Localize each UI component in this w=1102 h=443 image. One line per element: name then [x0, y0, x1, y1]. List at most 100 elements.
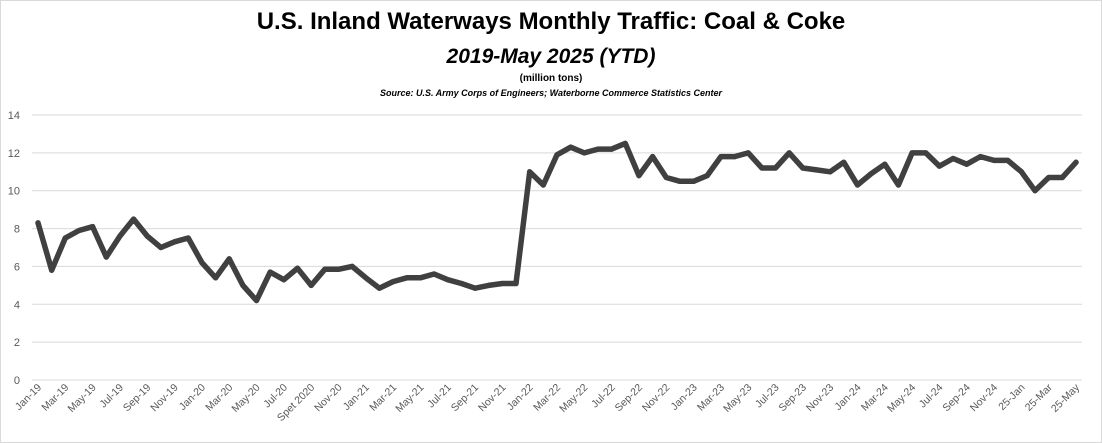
x-tick-label: Jan-23 — [669, 382, 700, 413]
data-point — [868, 171, 874, 177]
y-tick-label: 12 — [8, 148, 20, 160]
data-point — [131, 216, 137, 222]
data-point — [513, 280, 519, 287]
x-tick-label: Jan-24 — [832, 382, 863, 413]
y-axis-ticks: 0 2 4 6 8 10 12 14 — [8, 110, 20, 387]
x-tick-label: Jan-22 — [505, 382, 536, 413]
gridlines — [32, 114, 1082, 343]
y-tick-label: 0 — [14, 375, 20, 387]
data-point — [472, 285, 478, 291]
x-tick-label: Nov-22 — [640, 382, 673, 415]
data-point — [158, 244, 164, 251]
data-point — [349, 263, 355, 269]
data-point — [636, 173, 642, 179]
data-point — [527, 169, 533, 175]
y-tick-label: 2 — [14, 337, 20, 349]
data-point — [35, 220, 41, 226]
data-point — [991, 157, 997, 163]
data-point — [117, 233, 123, 239]
data-point — [417, 275, 423, 281]
data-point — [1032, 188, 1038, 194]
series-group — [35, 140, 1079, 304]
data-point — [909, 150, 915, 156]
data-point — [431, 271, 437, 277]
x-tick-label: May-23 — [721, 382, 754, 415]
data-point — [62, 235, 68, 241]
data-point — [294, 265, 301, 271]
data-point — [977, 154, 984, 160]
data-point — [103, 254, 109, 260]
x-tick-label: May-19 — [66, 382, 99, 415]
data-point — [718, 154, 724, 160]
x-tick-label: May-21 — [393, 382, 426, 415]
data-point — [895, 182, 902, 188]
x-tick-label: Nov-21 — [476, 382, 509, 415]
data-point — [376, 285, 382, 291]
data-point — [267, 269, 273, 275]
data-point — [595, 146, 601, 152]
x-tick-label: Sep-19 — [121, 382, 154, 415]
y-tick-label: 14 — [8, 110, 20, 122]
data-point — [76, 227, 82, 234]
data-point — [404, 275, 410, 281]
data-point — [745, 150, 751, 156]
x-tick-label: May-22 — [557, 382, 590, 415]
data-point — [581, 150, 587, 156]
data-point — [281, 277, 287, 283]
data-point — [322, 266, 328, 272]
x-tick-label: Nov-19 — [148, 382, 181, 415]
data-point — [199, 260, 205, 266]
data-point — [882, 161, 888, 167]
data-point — [253, 297, 260, 304]
x-tick-label: Sep-22 — [613, 382, 646, 415]
data-point — [759, 165, 765, 171]
data-point — [854, 182, 861, 188]
data-point — [964, 161, 970, 167]
data-point — [240, 282, 246, 288]
data-point — [90, 224, 96, 230]
series-line — [35, 140, 1079, 304]
data-point — [923, 150, 929, 156]
x-tick-label: May-20 — [229, 382, 262, 415]
data-point — [704, 173, 710, 179]
x-tick-label: Jan-21 — [341, 382, 372, 413]
data-point — [1018, 169, 1024, 175]
y-tick-label: 10 — [8, 186, 20, 198]
source-note: Source: U.S. Army Corps of Engineers; Wa… — [379, 88, 723, 98]
data-point — [363, 275, 369, 281]
data-point — [1046, 174, 1052, 181]
x-axis-ticks: Jan-19Mar-19May-19Jul-19Sep-19Nov-19Jan-… — [13, 381, 1083, 424]
data-point — [950, 155, 956, 162]
data-point — [49, 267, 55, 273]
data-point — [458, 280, 464, 287]
x-tick-label: Nov-24 — [968, 382, 1001, 415]
data-point — [568, 144, 574, 150]
x-tick-label: Jan-20 — [177, 382, 208, 413]
x-tick-label: Nov-20 — [312, 382, 345, 415]
x-tick-label: May-24 — [885, 382, 918, 415]
data-point — [486, 282, 492, 288]
x-tick-label: 25-May — [1049, 381, 1083, 415]
chart-title: U.S. Inland Waterways Monthly Traffic: C… — [256, 8, 846, 35]
unit-label: (million tons) — [519, 73, 583, 84]
data-point — [800, 165, 806, 171]
x-tick-label: Nov-23 — [804, 382, 837, 415]
x-tick-label: Sep-21 — [449, 382, 482, 415]
data-point — [827, 169, 833, 175]
data-point — [1059, 174, 1065, 181]
x-tick-label: Sep-23 — [777, 382, 810, 415]
x-tick-label: Sep-24 — [940, 382, 973, 415]
x-tick-label: 25-Jan — [996, 382, 1027, 413]
data-point — [554, 152, 560, 158]
y-tick-label: 8 — [14, 224, 20, 236]
data-point — [172, 239, 178, 245]
data-point — [308, 282, 314, 288]
data-point — [691, 178, 697, 184]
data-point — [213, 275, 219, 281]
data-point — [499, 280, 505, 287]
data-point — [663, 174, 669, 181]
data-point — [732, 154, 738, 160]
data-point — [813, 167, 820, 173]
data-point — [677, 178, 683, 184]
